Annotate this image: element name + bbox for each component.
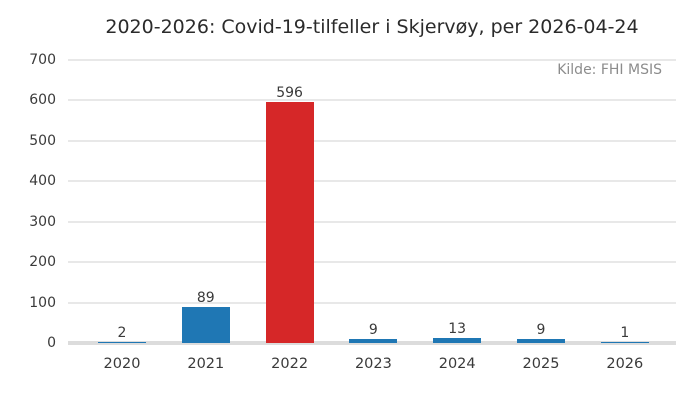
gridline xyxy=(68,261,676,263)
bar-value-label: 9 xyxy=(368,322,378,339)
y-tick-label: 100 xyxy=(29,294,56,311)
y-tick-label: 700 xyxy=(29,51,56,68)
y-tick-label: 200 xyxy=(29,254,56,270)
gridline xyxy=(68,99,676,101)
bar xyxy=(98,342,146,343)
gridline xyxy=(68,301,676,304)
bar-value-label: 1 xyxy=(620,325,630,342)
x-tick-label: 2026 xyxy=(606,356,644,372)
x-tick-label: 2022 xyxy=(271,356,309,372)
y-tick-label: 0 xyxy=(47,335,56,351)
bar xyxy=(433,337,482,343)
bar xyxy=(349,339,398,343)
gridline xyxy=(68,220,676,223)
gridline xyxy=(68,139,676,142)
bar-value-label: 89 xyxy=(196,289,215,306)
chart-title: 2020-2026: Covid-19-tilfeller i Skjervøy… xyxy=(105,16,639,38)
x-tick-label: 2023 xyxy=(354,356,392,372)
bar-value-label: 9 xyxy=(536,322,546,339)
x-tick-label: 2021 xyxy=(187,356,225,372)
gridline xyxy=(68,58,676,61)
y-tick-label: 500 xyxy=(29,132,56,149)
gridline xyxy=(68,180,676,182)
bar-value-label: 596 xyxy=(276,84,303,101)
y-tick-label: 600 xyxy=(29,92,56,108)
x-tick-label: 2024 xyxy=(438,356,476,372)
y-tick-label: 300 xyxy=(29,213,56,230)
x-tick-label: 2025 xyxy=(522,356,560,372)
bar-value-label: 13 xyxy=(448,320,467,337)
bar xyxy=(517,339,565,343)
y-tick-label: 400 xyxy=(29,173,56,189)
bar xyxy=(265,101,314,343)
bar xyxy=(181,306,230,343)
source-note: Kilde: FHI MSIS xyxy=(557,62,662,78)
zero-baseline xyxy=(68,341,676,345)
bar xyxy=(600,342,649,343)
bar-value-label: 2 xyxy=(117,325,127,342)
x-tick-label: 2020 xyxy=(103,356,141,372)
